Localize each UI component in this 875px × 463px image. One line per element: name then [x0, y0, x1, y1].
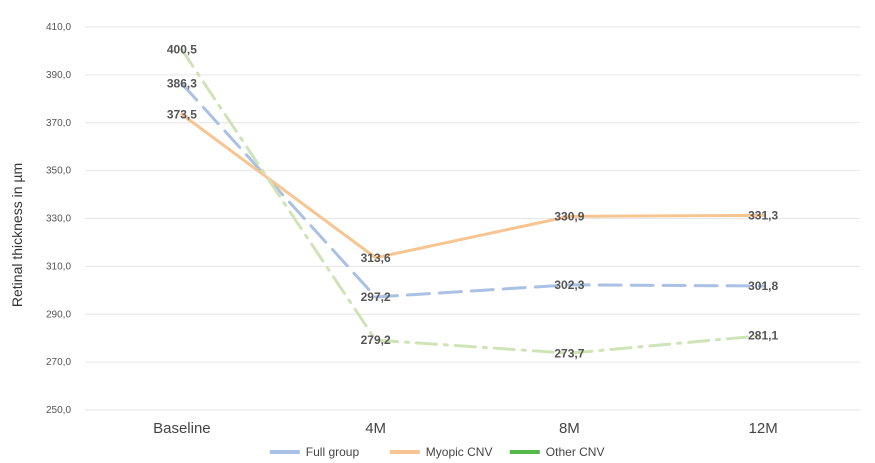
- data-label: 301,8: [748, 279, 778, 293]
- data-label: 386,3: [167, 77, 197, 91]
- y-tick-label: 410,0: [46, 22, 71, 33]
- y-tick-label: 350,0: [46, 166, 71, 177]
- data-label: 273,7: [554, 346, 584, 360]
- x-axis-ticks: Baseline 4M 8M 12M: [153, 420, 778, 437]
- data-label: 330,9: [554, 209, 584, 223]
- data-labels: 386,3 297,2 302,3 301,8 373,5 313,6 330,9 331,3…: [167, 43, 779, 361]
- x-tick-label: Baseline: [153, 420, 211, 437]
- series-lines: [180, 48, 765, 355]
- y-tick-label: 310,0: [46, 261, 71, 272]
- data-label: 331,3: [748, 208, 778, 222]
- x-tick-label: 4M: [365, 420, 386, 437]
- legend-label: Myopic CNV: [426, 445, 493, 459]
- y-axis-label: Retinal thickness in µm: [9, 163, 25, 307]
- data-label: 281,1: [748, 329, 778, 343]
- series-line-full-group: [180, 82, 765, 299]
- x-tick-label: 12M: [749, 420, 778, 437]
- data-label: 400,5: [167, 43, 197, 57]
- data-label: 373,5: [167, 107, 197, 121]
- y-axis-ticks: 410,0 390,0 370,0 350,0 330,0 310,0 290,0 270,0…: [46, 22, 71, 416]
- y-tick-label: 270,0: [46, 357, 71, 368]
- gridlines: [85, 26, 860, 411]
- data-label: 302,3: [554, 278, 584, 292]
- legend-label: Other CNV: [546, 445, 605, 459]
- data-label: 297,2: [361, 290, 391, 304]
- legend-label: Full group: [306, 445, 360, 459]
- data-label: 279,2: [361, 333, 391, 347]
- series-line-other-cnv: [180, 48, 765, 355]
- data-label: 313,6: [361, 251, 391, 265]
- series-line-myopic-cnv: [180, 112, 765, 260]
- y-tick-label: 290,0: [46, 309, 71, 320]
- y-tick-label: 330,0: [46, 214, 71, 225]
- y-tick-label: 250,0: [46, 405, 71, 416]
- y-tick-label: 390,0: [46, 70, 71, 81]
- x-tick-label: 8M: [559, 420, 580, 437]
- y-tick-label: 370,0: [46, 118, 71, 129]
- legend: Full group Myopic CNV Other CNV: [269, 445, 605, 459]
